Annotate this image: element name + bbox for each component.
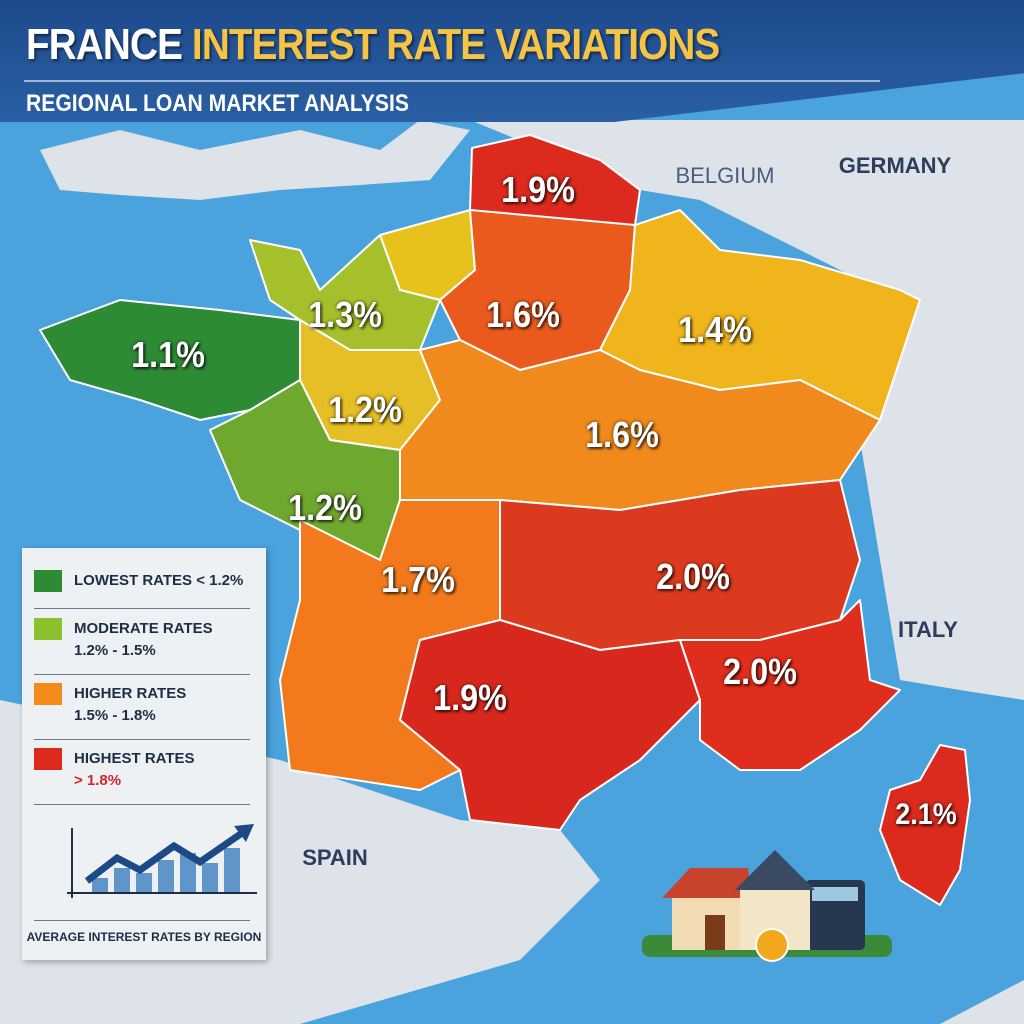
title-part-france: FRANCE [26,20,183,69]
legend-range-moderate: 1.2% - 1.5% [74,642,156,659]
rate-label-centre: 1.6% [585,414,659,455]
legend-label-highest: HIGHEST RATES [74,750,195,767]
legend-swatch-lowest [34,570,62,592]
rate-label-occitanie: 1.9% [433,677,507,718]
page-subtitle: REGIONAL LOAN MARKET ANALYSIS [26,90,409,117]
legend-item-lowest: LOWEST RATES < 1.2% [34,570,250,609]
country-label-spain: SPAIN [302,845,368,870]
legend-label-higher: HIGHER RATES [74,685,187,702]
legend-range-highest: > 1.8% [74,772,122,789]
country-label-germany: GERMANY [838,153,952,178]
rate-label-nouvelle-aquitaine: 1.7% [381,559,455,600]
rate-label-brittany: 1.1% [131,334,205,375]
country-label-belgium: BELGIUM [675,163,775,188]
rate-label-ile-de-france: 1.6% [486,294,560,335]
trend-chart-icon [67,824,257,898]
legend-swatch-higher [34,683,62,705]
legend-item-moderate: MODERATE RATES 1.2% - 1.5% [34,618,250,675]
rate-label-hauts-de-france: 1.9% [501,169,575,210]
rate-label-pays-de-la-loire: 1.2% [328,389,402,430]
rate-label-grand-est: 1.4% [678,309,752,350]
uk-land [40,120,470,200]
legend-footer: AVERAGE INTEREST RATES BY REGION [26,930,262,944]
rate-label-loire-coast: 1.2% [288,487,362,528]
country-label-italy: ITALY [898,617,958,642]
legend-divider [34,920,250,921]
legend-item-higher: HIGHER RATES 1.5% - 1.8% [34,683,250,740]
rate-label-corsica: 2.1% [895,798,957,831]
legend-panel: LOWEST RATES < 1.2% MODERATE RATES 1.2% … [22,548,266,960]
rate-label-provence: 2.0% [723,651,797,692]
title-part-highlight: INTEREST RATE VARIATIONS [191,20,720,69]
house-calculator-euro-icon [642,850,892,962]
region-occitanie[interactable] [399,619,701,831]
continent-land [470,120,1024,700]
region-provence[interactable] [679,599,901,771]
region-corsica[interactable] [879,744,971,906]
legend-swatch-highest [34,748,62,770]
rate-label-normandy: 1.3% [308,294,382,335]
region-normandy[interactable] [249,234,441,351]
legend-range-higher: 1.5% - 1.8% [74,707,156,724]
page-title: FRANCE INTEREST RATE VARIATIONS [26,20,720,70]
legend-label-moderate: MODERATE RATES [74,620,213,637]
legend-label-lowest: LOWEST RATES < 1.2% [74,572,244,589]
header-divider [24,80,880,82]
north-africa-land [940,980,1024,1024]
legend-swatch-moderate [34,618,62,640]
legend-item-highest: HIGHEST RATES > 1.8% [34,748,250,805]
rate-label-auvergne-rhone-alpes: 2.0% [656,556,730,597]
region-centre[interactable] [399,339,881,511]
